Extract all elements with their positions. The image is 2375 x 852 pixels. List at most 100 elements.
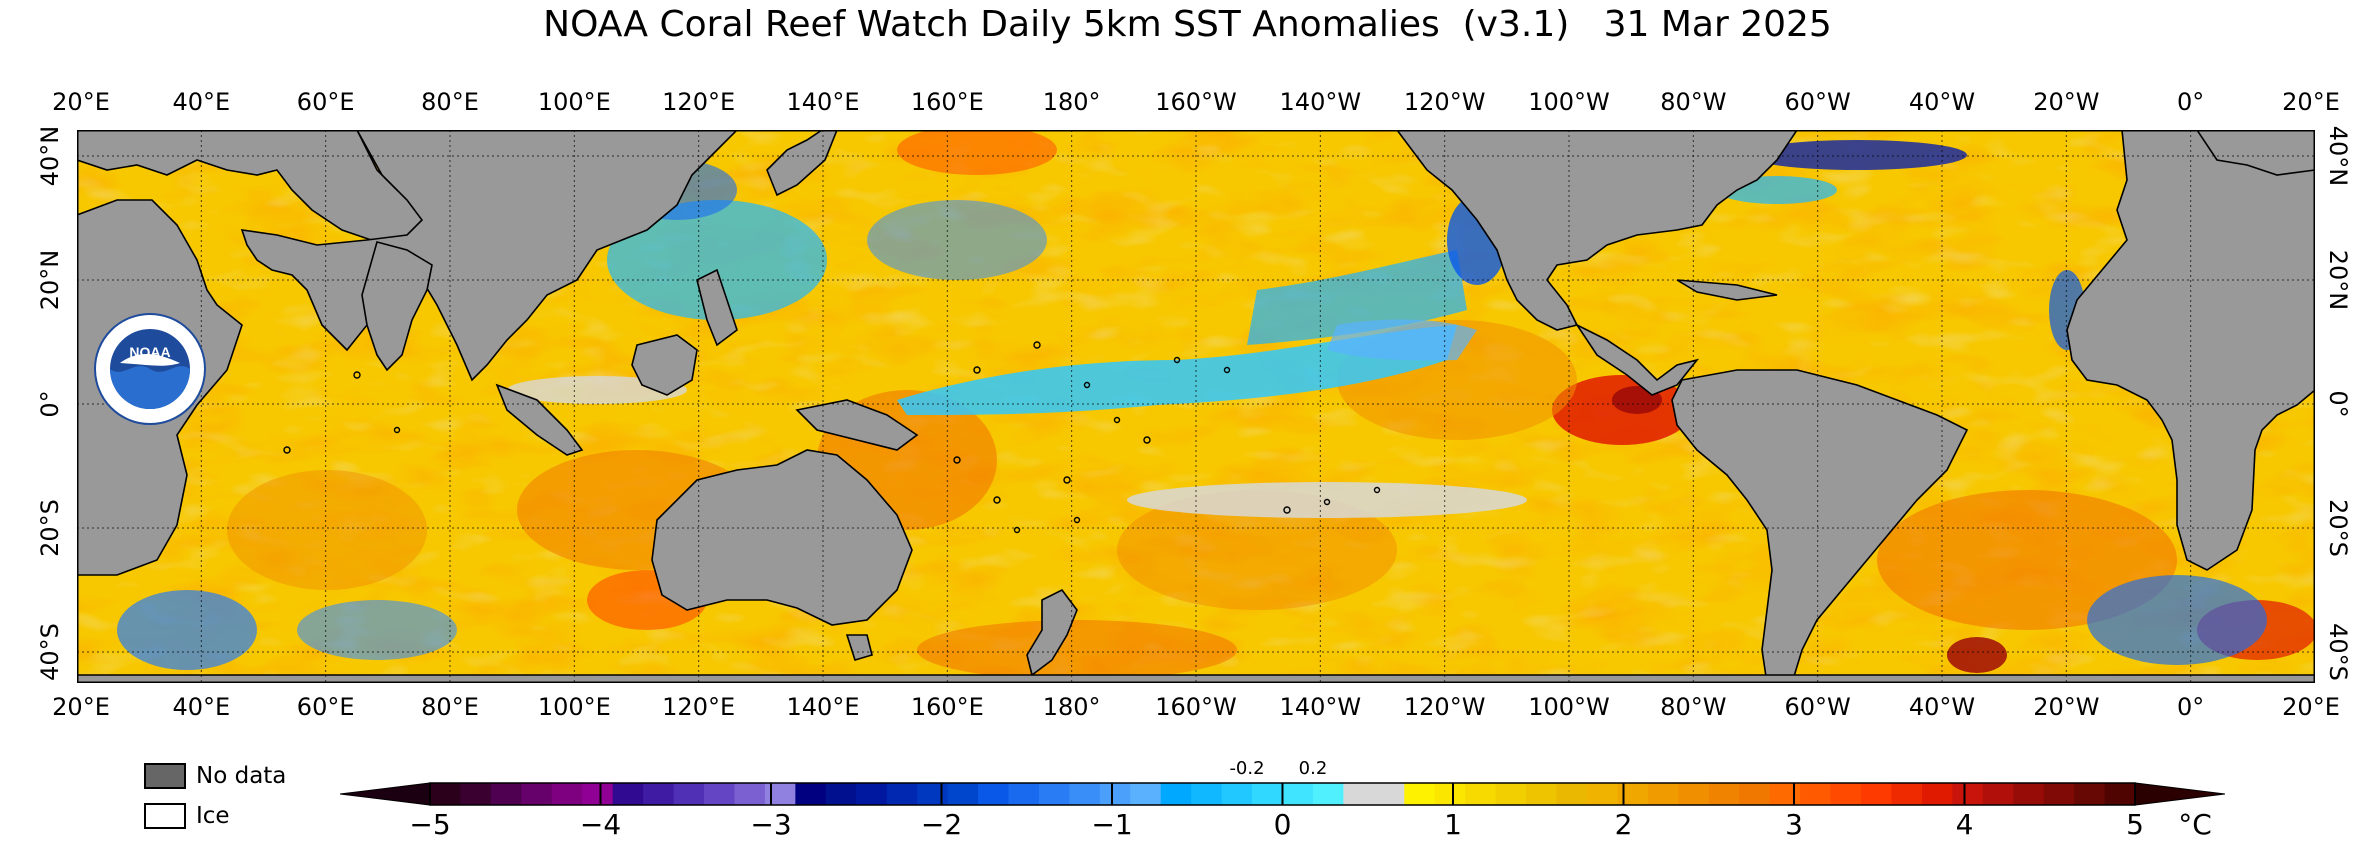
latitude-label: 40°S	[36, 623, 64, 681]
longitude-label: 160°E	[910, 88, 984, 116]
land-india	[361, 241, 433, 372]
land-europe-right	[2196, 130, 2315, 176]
land-japan	[766, 130, 838, 197]
colorbar-segment	[1191, 783, 1223, 805]
colorbar-min-extend	[340, 782, 431, 806]
latitude-label: 20°S	[2324, 499, 2352, 557]
land-borneo	[631, 334, 698, 396]
colorbar-small-label-neg: -0.2	[1229, 758, 1265, 779]
colorbar-segment	[1586, 783, 1618, 805]
land-philippines	[696, 268, 738, 347]
ice-label: Ice	[196, 803, 230, 829]
colorbar-segment	[1830, 783, 1862, 805]
longitude-label: 60°E	[296, 88, 355, 116]
colorbar-segment	[2043, 783, 2075, 805]
longitude-label: 120°W	[1403, 693, 1486, 721]
colorbar-segment	[1160, 783, 1192, 805]
colorbar-segment	[1008, 783, 1040, 805]
longitude-label: 140°E	[786, 88, 860, 116]
colorbar-segment	[1312, 783, 1344, 805]
colorbar-tick-label: −1	[1091, 808, 1133, 841]
colorbar-segment	[551, 783, 583, 805]
longitude-label: 100°E	[537, 88, 611, 116]
latitude-label: 0°	[36, 390, 64, 418]
colorbar-segment	[612, 783, 644, 805]
longitude-label: 100°E	[537, 693, 611, 721]
colorbar-segment	[2104, 783, 2136, 805]
longitude-label: 120°W	[1403, 88, 1486, 116]
latitude-label: 20°N	[2324, 249, 2352, 311]
colorbar-segment	[1221, 783, 1253, 805]
longitude-label: 180°	[1042, 88, 1101, 116]
longitude-label: 40°W	[1908, 693, 1976, 721]
longitude-label: 80°E	[421, 693, 479, 721]
colorbar-segment	[1769, 783, 1801, 805]
land-new-guinea	[795, 399, 919, 451]
land-new-zealand	[1026, 588, 1078, 677]
colorbar-segment	[704, 783, 735, 805]
colorbar-segment	[1982, 783, 2014, 805]
sst-anomaly-colorbar	[340, 782, 2225, 806]
colorbar-segment	[1069, 783, 1101, 805]
longitude-label: 160°E	[910, 693, 984, 721]
colorbar-segment	[1282, 783, 1314, 805]
longitude-label: 20°E	[2282, 693, 2340, 721]
map-frame	[77, 130, 2315, 683]
longitude-label: 60°E	[296, 693, 355, 721]
longitude-label: 20°E	[2282, 88, 2340, 116]
longitude-label: 20°W	[2033, 88, 2100, 116]
longitude-label: 180°	[1042, 693, 1101, 721]
colorbar-segment	[460, 783, 492, 805]
longitude-label: 80°W	[1660, 693, 1727, 721]
colorbar-tick-label: −3	[750, 808, 792, 841]
colorbar-segment	[430, 783, 461, 805]
longitude-label: 140°W	[1279, 88, 1362, 116]
longitude-label: 60°W	[1784, 88, 1851, 116]
colorbar-segment	[947, 783, 979, 805]
meridians	[200, 130, 2192, 683]
colorbar-segment	[1678, 783, 1710, 805]
cool-anomaly-patches	[117, 140, 2267, 670]
map-title: NOAA Coral Reef Watch Daily 5km SST Anom…	[543, 4, 1832, 45]
longitude-label: 60°W	[1784, 693, 1851, 721]
colorbar-segment	[673, 783, 705, 805]
longitude-label: 140°W	[1279, 693, 1362, 721]
colorbar-tick-label: 1	[1444, 808, 1462, 841]
colorbar-segment	[490, 783, 522, 805]
longitude-label: 100°W	[1528, 693, 1610, 721]
colorbar-segment	[1404, 783, 1436, 805]
sst-anomaly-map	[77, 130, 2315, 683]
longitude-label: 160°W	[1155, 693, 1237, 721]
latitude-label: 20°S	[36, 499, 64, 557]
colorbar-segment	[1252, 783, 1283, 805]
colorbar-segment	[1556, 783, 1588, 805]
colorbar-segment	[582, 783, 614, 805]
colorbar-segment	[1708, 783, 1740, 805]
longitude-label: 40°E	[172, 88, 231, 116]
latitude-label: 0°	[2324, 390, 2352, 418]
colorbar-segment	[1038, 783, 1070, 805]
longitude-label: 120°E	[662, 693, 736, 721]
noaa-logo-text: NOAA	[129, 344, 170, 360]
colorbar-segment	[1891, 783, 1923, 805]
colorbar-segment	[1617, 783, 1649, 805]
colorbar-segment	[1434, 783, 1466, 805]
colorbar-tick-label: 0	[1273, 808, 1292, 841]
colorbar-segment	[856, 783, 888, 805]
longitude-label: 0°	[2177, 88, 2205, 116]
latitude-label: 20°N	[36, 249, 64, 311]
colorbar-segment	[1373, 783, 1405, 805]
colorbar-segment	[825, 783, 857, 805]
latitude-label: 40°N	[36, 125, 64, 187]
colorbar-segment	[764, 783, 796, 805]
longitude-label: 40°E	[172, 693, 231, 721]
land-masses	[77, 130, 2315, 683]
colorbar-segment	[1099, 783, 1131, 805]
ice-swatch	[144, 803, 186, 829]
colorbar-segment	[521, 783, 553, 805]
nodata-label: No data	[196, 763, 287, 789]
colorbar-segment	[643, 783, 675, 805]
longitude-label: 100°W	[1528, 88, 1610, 116]
colorbar-segment	[795, 783, 827, 805]
colorbar-tick-label: 2	[1614, 808, 1633, 841]
